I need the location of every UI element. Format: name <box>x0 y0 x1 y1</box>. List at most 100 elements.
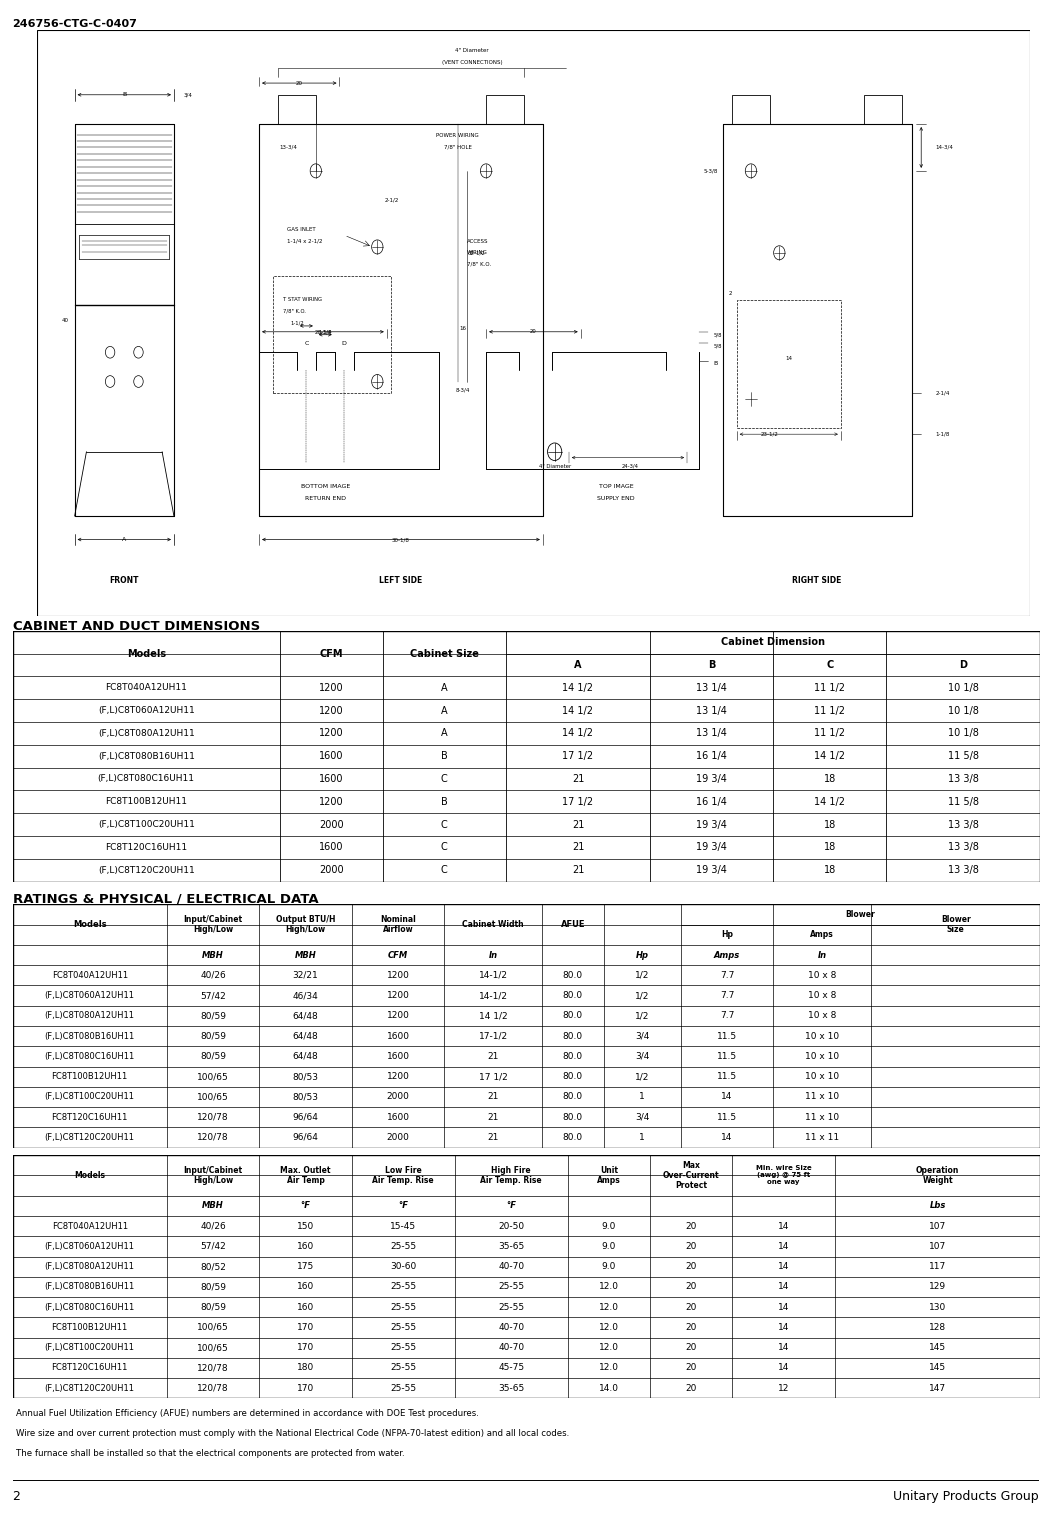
Text: GAS INLET: GAS INLET <box>288 226 316 233</box>
Text: 21: 21 <box>488 1132 499 1142</box>
Text: 170: 170 <box>297 1322 314 1332</box>
Text: T STAT WIRING: T STAT WIRING <box>283 296 322 302</box>
Text: 3/4: 3/4 <box>635 1113 650 1122</box>
Text: 20: 20 <box>685 1242 697 1251</box>
Text: 9.0: 9.0 <box>601 1222 616 1231</box>
Text: 3/4: 3/4 <box>635 1032 650 1041</box>
Text: Amps: Amps <box>810 930 833 939</box>
Text: 1: 1 <box>639 1132 645 1142</box>
Text: 32/21: 32/21 <box>292 971 318 980</box>
Text: 14: 14 <box>721 1093 733 1102</box>
Text: MBH: MBH <box>202 1201 224 1210</box>
Text: A: A <box>441 728 448 739</box>
Bar <box>865 94 903 125</box>
Text: 12.0: 12.0 <box>599 1303 619 1312</box>
Text: 40: 40 <box>62 318 68 322</box>
Text: 25-55: 25-55 <box>390 1283 416 1292</box>
Text: A: A <box>122 537 126 543</box>
Text: 25-55: 25-55 <box>390 1303 416 1312</box>
Text: 17 1/2: 17 1/2 <box>479 1072 508 1081</box>
Text: 107: 107 <box>929 1222 946 1231</box>
Text: 3/4: 3/4 <box>635 1052 650 1061</box>
Text: 19 3/4: 19 3/4 <box>696 819 727 830</box>
Text: 21: 21 <box>488 1113 499 1122</box>
Text: 120/78: 120/78 <box>198 1383 229 1392</box>
Text: 120/78: 120/78 <box>198 1132 229 1142</box>
Text: 21: 21 <box>488 1093 499 1102</box>
Text: 32-1/2: 32-1/2 <box>468 251 486 255</box>
Text: Input/Cabinet
High/Low: Input/Cabinet High/Low <box>184 1166 243 1186</box>
Text: Max
Over-Current
Protect: Max Over-Current Protect <box>663 1161 719 1190</box>
Text: 21: 21 <box>488 1052 499 1061</box>
Text: In: In <box>489 950 498 959</box>
Text: FC8T100B12UH11: FC8T100B12UH11 <box>51 1322 128 1332</box>
Text: 1/2: 1/2 <box>635 1011 650 1020</box>
Text: 12.0: 12.0 <box>599 1344 619 1353</box>
Text: 80/53: 80/53 <box>292 1093 318 1102</box>
Text: °F: °F <box>507 1201 516 1210</box>
Text: 80/59: 80/59 <box>200 1283 226 1292</box>
Text: 80.0: 80.0 <box>562 1093 583 1102</box>
Text: (F,L)C8T100C20UH11: (F,L)C8T100C20UH11 <box>45 1093 135 1102</box>
Bar <box>733 94 770 125</box>
Text: 24-3/4: 24-3/4 <box>622 464 639 468</box>
Text: 1: 1 <box>639 1093 645 1102</box>
Text: 2-1/2: 2-1/2 <box>385 198 398 202</box>
Text: Hp: Hp <box>636 950 648 959</box>
Text: 80/59: 80/59 <box>200 1011 226 1020</box>
Text: 128: 128 <box>929 1322 946 1332</box>
Text: 147: 147 <box>929 1383 946 1392</box>
Text: Cabinet Width: Cabinet Width <box>462 920 524 929</box>
Text: WIRING: WIRING <box>468 251 488 255</box>
Text: 80.0: 80.0 <box>562 1132 583 1142</box>
Text: 35-65: 35-65 <box>498 1242 524 1251</box>
Text: (VENT CONNECTIONS): (VENT CONNECTIONS) <box>441 61 502 65</box>
Bar <box>273 277 392 394</box>
Text: 120/78: 120/78 <box>198 1363 229 1373</box>
Text: 7/8" K.O.: 7/8" K.O. <box>468 261 491 268</box>
Text: 1200: 1200 <box>387 1072 410 1081</box>
Text: 5/8: 5/8 <box>714 344 722 350</box>
Text: 80.0: 80.0 <box>562 1072 583 1081</box>
Text: D: D <box>960 660 967 670</box>
Text: C: C <box>441 774 448 784</box>
Text: AFUE: AFUE <box>560 920 585 929</box>
Text: 7.7: 7.7 <box>720 1011 735 1020</box>
Text: 120/78: 120/78 <box>198 1113 229 1122</box>
Text: 21: 21 <box>572 774 584 784</box>
Text: 1600: 1600 <box>387 1113 410 1122</box>
Text: 10 x 8: 10 x 8 <box>808 991 837 1000</box>
Text: 10 x 8: 10 x 8 <box>808 971 837 980</box>
Text: 20: 20 <box>685 1303 697 1312</box>
Text: 11.5: 11.5 <box>717 1052 737 1061</box>
Text: (F,L)C8T100C20UH11: (F,L)C8T100C20UH11 <box>45 1344 135 1353</box>
Text: 80.0: 80.0 <box>562 991 583 1000</box>
Text: 11 x 11: 11 x 11 <box>805 1132 839 1142</box>
Text: C: C <box>441 865 448 876</box>
Text: 4" Diameter: 4" Diameter <box>538 464 571 468</box>
Text: 1200: 1200 <box>387 971 410 980</box>
Text: 12.0: 12.0 <box>599 1322 619 1332</box>
Text: 1/2: 1/2 <box>635 971 650 980</box>
Text: 18: 18 <box>824 842 836 853</box>
Text: 1200: 1200 <box>318 728 344 739</box>
Text: 18: 18 <box>824 819 836 830</box>
Text: 14: 14 <box>721 1132 733 1142</box>
Text: 14-1/2: 14-1/2 <box>478 991 508 1000</box>
Text: 23-1/2: 23-1/2 <box>761 432 779 436</box>
Text: 14 1/2: 14 1/2 <box>562 705 594 716</box>
Text: 80.0: 80.0 <box>562 1011 583 1020</box>
Text: (F,L)C8T060A12UH11: (F,L)C8T060A12UH11 <box>45 991 135 1000</box>
Text: (F,L)C8T080A12UH11: (F,L)C8T080A12UH11 <box>98 730 194 737</box>
Text: 14: 14 <box>778 1222 789 1231</box>
Text: 130: 130 <box>929 1303 946 1312</box>
Text: 14 1/2: 14 1/2 <box>562 728 594 739</box>
Text: 10 x 10: 10 x 10 <box>805 1052 839 1061</box>
Text: 20-50: 20-50 <box>498 1222 524 1231</box>
Text: Hp: Hp <box>721 930 733 939</box>
Text: 30-1/8: 30-1/8 <box>392 537 410 543</box>
Text: 160: 160 <box>297 1242 314 1251</box>
Text: C: C <box>304 340 309 347</box>
Text: 180: 180 <box>297 1363 314 1373</box>
Text: 17 1/2: 17 1/2 <box>562 751 594 762</box>
